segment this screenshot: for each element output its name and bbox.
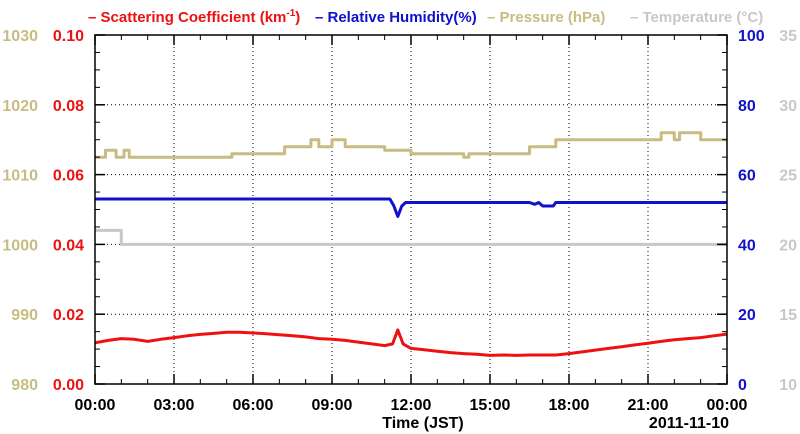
y-tick-label-pressure: 990 <box>11 307 38 324</box>
legend-entry: – Temperature (°C) <box>630 9 763 26</box>
x-tick-label: 03:00 <box>154 397 195 414</box>
series-line-scattering-coefficient <box>94 328 728 357</box>
x-tick-label: 15:00 <box>470 397 511 414</box>
y-tick-label-pressure: 1030 <box>2 28 38 45</box>
legend-entry: – Pressure (hPa) <box>487 9 605 26</box>
y-tick-label-pressure: 1010 <box>2 168 38 185</box>
series-line-relative-humidity <box>95 197 727 218</box>
y-tick-label-humidity: 60 <box>738 168 756 185</box>
y-tick-label-scattering: 0.02 <box>53 307 84 324</box>
y-tick-label-pressure: 980 <box>11 377 38 394</box>
x-tick-label: 12:00 <box>391 397 432 414</box>
y-tick-label-scattering: 0.10 <box>53 28 84 45</box>
y-tick-label-pressure: 1020 <box>2 98 38 115</box>
y-tick-label-humidity: 100 <box>738 28 765 45</box>
x-axis-label: Time (JST) <box>382 415 464 432</box>
chart-grid <box>95 35 727 384</box>
y-tick-label-scattering: 0.06 <box>53 168 84 185</box>
y-tick-label-scattering: 0.00 <box>53 377 84 394</box>
series-line-temperature <box>95 228 727 246</box>
y-tick-label-humidity: 20 <box>738 307 756 324</box>
y-tick-label-temperature: 35 <box>779 28 797 45</box>
x-tick-label: 18:00 <box>549 397 590 414</box>
legend-entry: – Relative Humidity(%) <box>315 9 477 26</box>
y-tick-label-humidity: 40 <box>738 237 756 254</box>
x-tick-label: 21:00 <box>628 397 669 414</box>
series-line-pressure <box>95 131 727 159</box>
y-tick-label-temperature: 15 <box>779 307 797 324</box>
chart-axes: 0.000.020.040.060.080.109809901000101010… <box>2 28 797 414</box>
chart-series <box>94 131 728 357</box>
y-tick-label-temperature: 25 <box>779 168 797 185</box>
y-tick-label-temperature: 30 <box>779 98 797 115</box>
y-tick-label-temperature: 10 <box>779 377 797 394</box>
y-tick-label-humidity: 80 <box>738 98 756 115</box>
x-tick-label: 06:00 <box>233 397 274 414</box>
y-tick-label-scattering: 0.08 <box>53 98 84 115</box>
y-tick-label-scattering: 0.04 <box>53 237 84 254</box>
x-tick-label: 00:00 <box>707 397 748 414</box>
date-label: 2011-11-10 <box>649 415 729 432</box>
y-tick-label-temperature: 20 <box>779 237 797 254</box>
x-tick-label: 00:00 <box>75 397 116 414</box>
y-tick-label-pressure: 1000 <box>2 237 38 254</box>
chart-legend: – Scattering Coefficient (km-1) – Relativ… <box>88 8 763 26</box>
legend-entry: – Scattering Coefficient (km-1) <box>88 8 300 26</box>
x-tick-label: 09:00 <box>312 397 353 414</box>
y-tick-label-humidity: 0 <box>738 377 747 394</box>
